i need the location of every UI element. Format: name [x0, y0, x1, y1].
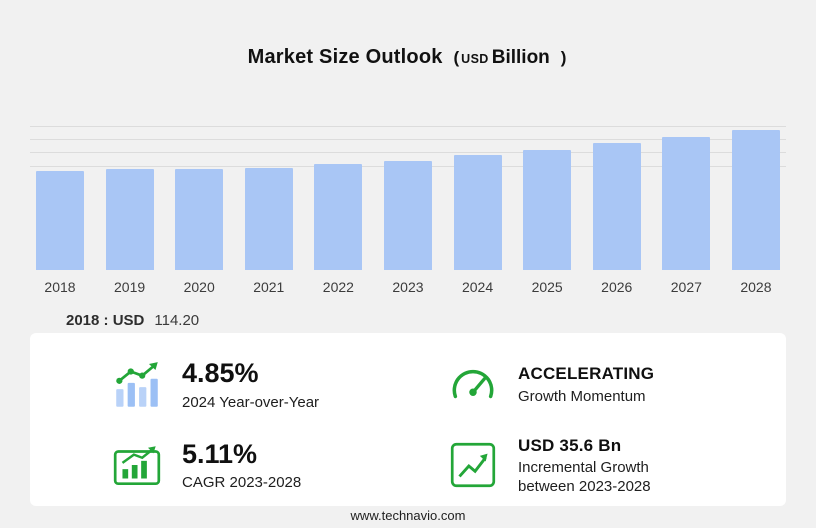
cagr-label: CAGR 2023-2028: [182, 474, 302, 492]
chart-window-icon: [110, 438, 164, 492]
x-axis-label-2020: 2020: [183, 279, 215, 295]
stat-text-cagr: 5.11% CAGR 2023-2028: [182, 438, 301, 494]
x-axis-label-2018: 2018: [44, 279, 76, 295]
gridline: [30, 152, 786, 153]
page-title: Market Size Outlook (USD Billion ): [0, 0, 816, 71]
x-axis-label-2019: 2019: [114, 279, 146, 295]
bar-2020: [175, 169, 224, 270]
step-growth-icon: [446, 438, 500, 492]
chart-bars: [36, 118, 780, 270]
first-year-annotation: 2018 : USD 114.20: [66, 312, 199, 329]
x-axis-labels: 2018 2019 2020 2021 2022 2023 2024 2025 2026 2027…: [36, 279, 780, 295]
gridline: [30, 126, 786, 127]
bar-2019: [105, 169, 154, 270]
stat-incremental-growth: USD 35.6 Bn Incremental Growth between 2…: [446, 435, 762, 497]
footer: www.technavio.com: [0, 508, 816, 523]
x-axis-label-2028: 2028: [740, 279, 772, 295]
gridline: [30, 139, 786, 140]
first-year-label: 2018 : USD: [66, 312, 145, 329]
incremental-label: Incremental Growth between 2023-2028: [518, 458, 651, 495]
footer-url: www.technavio.com: [350, 508, 466, 523]
yoy-label: 2024 Year-over-Year: [182, 393, 320, 411]
incremental-value: USD 35.6 Bn: [518, 435, 622, 455]
momentum-value: ACCELERATING: [518, 364, 655, 384]
x-axis-label-2026: 2026: [601, 279, 633, 295]
title-unit-billion: Billion: [491, 47, 550, 68]
bar-2021: [244, 168, 293, 270]
title-paren-close: ): [560, 48, 567, 67]
x-axis-label-2021: 2021: [253, 279, 285, 295]
title-paren-open: (: [453, 48, 460, 67]
title-unit-usd: USD: [461, 52, 489, 66]
x-axis-label-2024: 2024: [461, 279, 494, 295]
bar-chart: 2018 2019 2020 2021 2022 2023 2024 2025 2026 2027…: [30, 118, 786, 295]
bar-2018: [36, 171, 84, 270]
bar-2025: [523, 150, 572, 270]
first-year-amount: 114.20: [154, 312, 200, 329]
bar-2028: [731, 130, 780, 270]
stat-yoy-growth: 4.85% 2024 Year-over-Year: [110, 357, 446, 413]
stat-text-momentum: ACCELERATING Growth Momentum: [518, 363, 654, 406]
stat-growth-momentum: ACCELERATING Growth Momentum: [446, 358, 762, 412]
bar-growth-icon: [110, 358, 164, 412]
x-axis-label-2025: 2025: [531, 279, 563, 295]
yoy-value: 4.85%: [182, 358, 259, 388]
stat-cagr: 5.11% CAGR 2023-2028: [110, 438, 446, 494]
stat-text-yoy: 4.85% 2024 Year-over-Year: [182, 357, 319, 413]
x-axis-label-2022: 2022: [322, 279, 354, 295]
momentum-label: Growth Momentum: [518, 387, 646, 405]
x-axis-label-2027: 2027: [670, 279, 702, 295]
bar-2022: [314, 164, 363, 270]
x-axis-label-2023: 2023: [392, 279, 424, 295]
speedometer-icon: [446, 358, 500, 412]
bar-2024: [453, 155, 502, 270]
bar-2026: [592, 143, 641, 270]
stat-text-incremental: USD 35.6 Bn Incremental Growth between 2…: [518, 435, 703, 497]
cagr-value: 5.11%: [182, 438, 258, 469]
bar-2023: [383, 161, 432, 270]
title-text: Market Size Outlook: [247, 46, 443, 68]
stats-panel: 4.85% 2024 Year-over-Year ACCELERATING G…: [30, 333, 786, 506]
bar-2027: [662, 137, 711, 270]
